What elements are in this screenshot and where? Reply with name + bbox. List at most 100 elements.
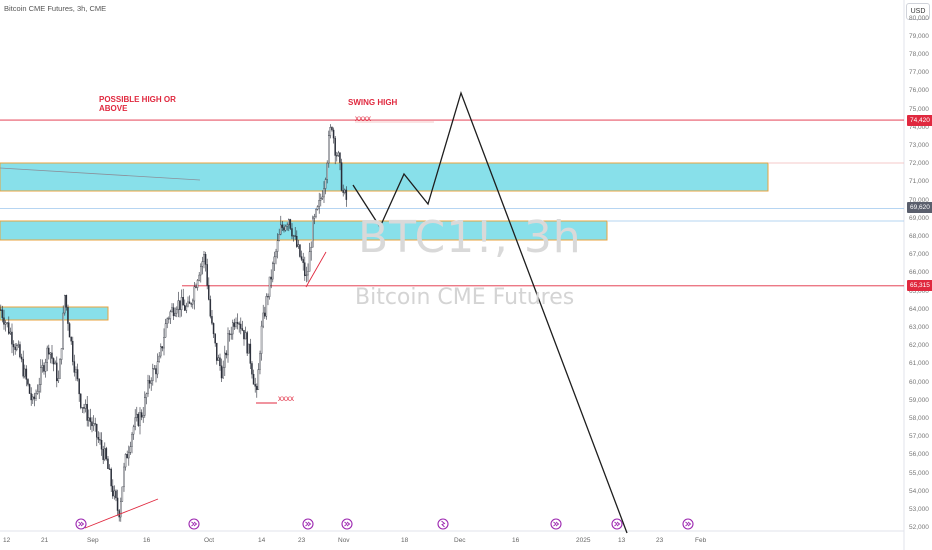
- supply-demand-zone[interactable]: [0, 220, 608, 241]
- candle-body: [12, 344, 15, 348]
- supply-demand-zone[interactable]: [0, 162, 769, 192]
- earnings-icon[interactable]: [341, 518, 353, 530]
- watermark-symbol: BTC1!, 3h: [358, 212, 582, 263]
- candle-body: [304, 262, 306, 276]
- candle-body: [233, 322, 236, 327]
- candle-body: [308, 251, 311, 272]
- candle-body: [209, 299, 212, 317]
- x-axis-tick-label: 13: [618, 537, 626, 544]
- candle-body: [318, 199, 320, 207]
- candle-body: [48, 347, 50, 355]
- candle-body: [236, 322, 239, 324]
- y-axis-tick-label: 72,000: [909, 160, 929, 168]
- candle-body: [24, 368, 26, 377]
- candle-body: [334, 137, 336, 156]
- candle-body: [94, 423, 96, 425]
- candle-body: [280, 224, 282, 235]
- support-trend-line[interactable]: [84, 498, 159, 529]
- candle-body: [339, 152, 341, 163]
- candle-body: [299, 244, 301, 257]
- candle-body: [167, 318, 170, 320]
- earnings-icon[interactable]: [550, 518, 562, 530]
- candle-body: [256, 386, 258, 390]
- candle-body: [257, 369, 260, 390]
- candle-body: [180, 297, 183, 311]
- candle-body: [328, 135, 330, 164]
- x-axis-tick-label: Sep: [87, 537, 99, 544]
- earnings-icon[interactable]: [682, 518, 694, 530]
- candle-body: [296, 235, 298, 247]
- candle-body: [238, 323, 240, 325]
- candle-body: [124, 454, 127, 468]
- x-axis-tick-label: 23: [656, 537, 664, 544]
- marker-top-label[interactable]: xxxx: [355, 114, 371, 123]
- candle-body: [89, 417, 92, 422]
- marker-low-label[interactable]: xxxx: [278, 394, 294, 403]
- candle-body: [267, 296, 269, 298]
- candle-body: [344, 189, 346, 193]
- y-axis-tick-label: 67,000: [909, 251, 929, 259]
- candle-body: [78, 378, 80, 395]
- candle-body: [312, 217, 314, 248]
- dividend-icon[interactable]: [437, 518, 449, 530]
- y-axis-tick-label: 53,000: [909, 505, 929, 513]
- candle-body: [246, 332, 248, 354]
- candle-body: [119, 501, 122, 518]
- swing-high-label[interactable]: SWING HIGH: [348, 98, 398, 107]
- candle-body: [158, 355, 160, 362]
- earnings-icon-glyph: [685, 521, 692, 527]
- candle-body: [231, 322, 234, 335]
- candle-body: [281, 224, 284, 228]
- candle-body: [297, 244, 300, 247]
- trend-line[interactable]: [0, 167, 201, 181]
- earnings-icon-glyph: [78, 521, 85, 527]
- x-axis-tick-label: 23: [298, 537, 306, 544]
- support-trend-line[interactable]: [305, 251, 327, 288]
- candle-body: [86, 404, 88, 421]
- earnings-icon[interactable]: [188, 518, 200, 530]
- y-axis-tick-label: 77,000: [909, 69, 929, 77]
- candle-body: [324, 179, 327, 189]
- candle-body: [105, 448, 108, 460]
- earnings-icon[interactable]: [611, 518, 623, 530]
- candle-body: [331, 127, 333, 131]
- candle-body: [217, 357, 220, 361]
- x-axis-tick-label: 21: [41, 537, 49, 544]
- candle-body: [265, 296, 268, 317]
- earnings-icon[interactable]: [75, 518, 87, 530]
- candle-body: [241, 328, 244, 331]
- x-axis-tick-label: 14: [258, 537, 266, 544]
- candle-body: [182, 297, 184, 306]
- candle-body: [107, 458, 109, 469]
- candle-body: [126, 454, 128, 459]
- candle-body: [11, 331, 13, 345]
- candle-body: [337, 152, 340, 156]
- x-axis-tick-label: Dec: [454, 537, 466, 544]
- candle-body: [196, 280, 199, 288]
- candle-body: [172, 307, 175, 317]
- projection-path[interactable]: [352, 90, 628, 534]
- candle-body: [283, 227, 285, 231]
- currency-button[interactable]: USD: [906, 3, 930, 20]
- y-axis-tick-label: 60,000: [909, 378, 929, 386]
- candle-body: [214, 333, 216, 344]
- candle-body: [222, 367, 224, 379]
- candle-body: [316, 206, 319, 210]
- candle-body: [307, 271, 309, 276]
- candle-body: [7, 322, 10, 334]
- candle-body: [342, 190, 344, 193]
- supply-demand-zone[interactable]: [0, 306, 109, 321]
- candle-body: [147, 380, 149, 395]
- earnings-icon-glyph: [553, 521, 560, 527]
- possible-high-label[interactable]: POSSIBLE HIGH OR ABOVE: [99, 95, 176, 113]
- earnings-icon[interactable]: [302, 518, 314, 530]
- candle-body: [305, 274, 308, 276]
- candle-body: [272, 263, 274, 280]
- price-badge: 65,315: [907, 280, 932, 292]
- candle-body: [110, 468, 112, 487]
- candle-body: [52, 358, 55, 365]
- y-axis-tick-label: 76,000: [909, 87, 929, 95]
- candle-body: [81, 407, 84, 409]
- price-scale[interactable]: [904, 0, 932, 550]
